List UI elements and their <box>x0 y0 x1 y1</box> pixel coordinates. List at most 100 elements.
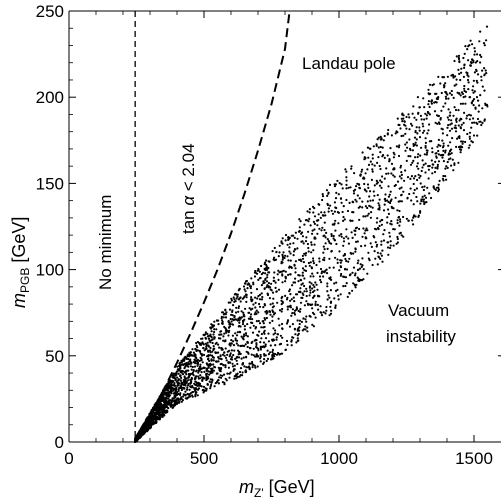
scatter-point <box>185 373 188 376</box>
scatter-point <box>440 109 443 112</box>
scatter-point <box>244 290 247 293</box>
scatter-point <box>460 118 463 121</box>
scatter-point <box>405 217 408 220</box>
scatter-point <box>386 154 389 157</box>
scatter-point <box>465 117 468 120</box>
scatter-point <box>280 322 284 326</box>
scatter-point <box>180 397 183 400</box>
scatter-point <box>361 264 364 267</box>
scatter-point <box>320 211 323 214</box>
scatter-point <box>393 184 396 188</box>
scatter-point <box>262 282 265 285</box>
scatter-point <box>462 56 465 60</box>
scatter-point <box>264 268 267 272</box>
scatter-point <box>180 381 183 384</box>
scatter-point <box>354 233 357 236</box>
scatter-point <box>342 240 346 243</box>
scatter-point <box>266 292 269 296</box>
scatter-point <box>246 323 249 326</box>
scatter-point <box>436 167 439 170</box>
scatter-point <box>480 79 483 82</box>
scatter-point <box>343 268 347 271</box>
scatter-point <box>224 356 228 359</box>
scatter-point <box>328 266 331 269</box>
scatter-point <box>217 366 220 369</box>
scatter-point <box>273 355 276 358</box>
scatter-point <box>419 114 422 117</box>
scatter-point <box>184 378 187 381</box>
scatter-point <box>253 364 256 367</box>
scatter-point <box>195 391 198 394</box>
scatter-point <box>302 242 305 245</box>
scatter-point <box>325 309 328 312</box>
scatter-point <box>257 268 260 272</box>
scatter-point <box>259 345 262 348</box>
scatter-point <box>263 325 266 329</box>
scatter-point <box>291 284 294 287</box>
scatter-point <box>447 118 450 121</box>
scatter-point <box>281 336 284 339</box>
scatter-point <box>298 310 302 313</box>
scatter-point <box>281 258 284 261</box>
scatter-point <box>274 258 278 261</box>
scatter-point <box>369 242 372 245</box>
scatter-point <box>277 278 280 281</box>
scatter-point <box>376 138 379 141</box>
scatter-point <box>258 293 262 296</box>
scatter-point <box>452 76 455 79</box>
scatter-point <box>242 338 245 341</box>
scatter-point <box>220 376 223 379</box>
scatter-point <box>465 71 468 74</box>
scatter-point <box>354 229 357 232</box>
scatter-point <box>453 84 456 87</box>
scatter-point <box>253 271 257 274</box>
scatter-point <box>195 341 198 345</box>
scatter-point <box>485 25 489 28</box>
scatter-point <box>275 336 278 339</box>
scatter-point <box>179 374 182 377</box>
scatter-point <box>444 151 447 154</box>
scatter-point <box>191 348 194 351</box>
scatter-point <box>284 294 287 297</box>
scatter-point <box>292 281 295 284</box>
scatter-point <box>347 242 350 245</box>
scatter-point <box>303 290 306 293</box>
scatter-point <box>249 315 252 318</box>
scatter-point <box>468 113 471 116</box>
scatter-point <box>442 144 445 148</box>
scatter-point <box>222 335 225 338</box>
scatter-point <box>214 382 217 385</box>
scatter-point <box>336 258 339 261</box>
scatter-point <box>436 165 439 168</box>
scatter-point <box>216 379 219 382</box>
scatter-point <box>312 211 315 214</box>
y-tick-label: 100 <box>36 261 64 280</box>
scatter-point <box>441 76 444 79</box>
scatter-point <box>195 375 198 378</box>
scatter-point <box>239 317 242 320</box>
scatter-point <box>271 250 274 253</box>
scatter-point <box>177 379 180 382</box>
scatter-point <box>272 327 275 330</box>
scatter-point <box>390 198 393 201</box>
scatter-point <box>311 323 314 326</box>
scatter-point <box>369 216 372 219</box>
scatter-point <box>336 179 339 182</box>
scatter-point <box>259 341 262 344</box>
scatter-point <box>166 383 169 386</box>
scatter-point <box>192 370 195 373</box>
scatter-point <box>457 161 460 164</box>
scatter-point <box>453 162 456 165</box>
scatter-point <box>351 289 354 292</box>
scatter-point <box>274 332 277 335</box>
scatter-point <box>376 263 379 266</box>
scatter-point <box>414 175 417 178</box>
scatter-point <box>206 341 209 344</box>
scatter-point <box>373 184 376 187</box>
scatter-point <box>450 164 453 167</box>
scatter-point <box>220 330 223 333</box>
scatter-point <box>366 168 369 171</box>
scatter-point <box>290 339 293 342</box>
scatter-point <box>445 97 448 100</box>
scatter-point <box>347 237 350 240</box>
